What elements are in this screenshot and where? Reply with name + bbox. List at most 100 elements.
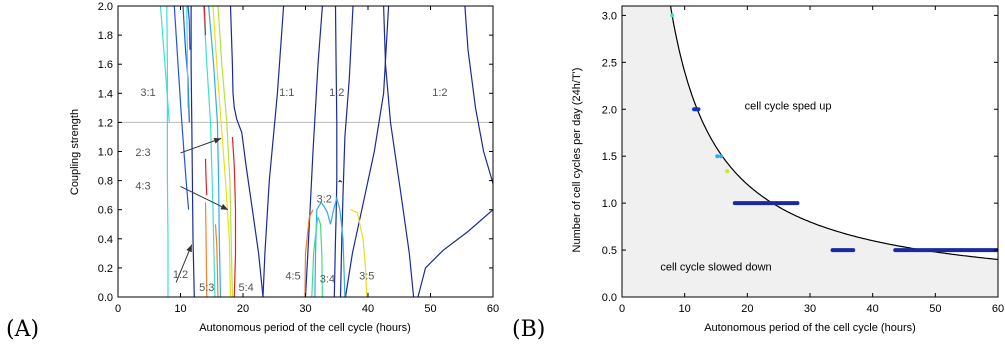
y-tick-label: 1.8: [98, 30, 113, 42]
locking-point: [725, 169, 730, 174]
ratio-labels: 3:1 1:1 1:2 1:2 2:3 4:3 3:2 1:2 5:3 5:4 4:5 3:4 3:5: [135, 87, 447, 294]
series-line-blue: [187, 6, 191, 50]
series-line-red: [204, 158, 208, 196]
series-line-skyblue: [208, 6, 222, 297]
axis-ticks-b: 0 10 20 30 40 50 60 0.0 0.5 1.0 1.5 2.0 2.5 3.0: [602, 6, 1004, 315]
y-axis-label-a: Coupling strength: [69, 109, 81, 195]
x-axis-label-a: Autonomous period of the cell cycle (hou…: [199, 322, 411, 334]
y-tick-label: 1.0: [98, 147, 113, 159]
series-line-navy: [304, 6, 323, 297]
panel-a: 3:1 1:1 1:2 1:22:34:33:21:25:3 5:44:5 3:4 3:5 …: [6, 1, 499, 342]
reciprocal-curve: [669, 6, 998, 260]
series-line-cyan: [159, 6, 170, 123]
y-tick-label: 3.0: [602, 10, 617, 22]
y-tick-label: 0.6: [98, 205, 113, 217]
x-tick-label: 50: [929, 303, 941, 315]
annotation-arrow: [180, 185, 229, 211]
x-tick-label: 20: [741, 303, 753, 315]
y-tick-label: 0.0: [602, 292, 617, 304]
x-axis-label-b: Autonomous period of the cell cycle (hou…: [704, 322, 916, 334]
series-line-navy: [229, 6, 264, 297]
annotation-arrow: [180, 137, 222, 154]
series-line-orange: [304, 209, 314, 297]
series-line-yellow: [212, 6, 232, 297]
series-line-navy: [464, 6, 493, 184]
y-tick-label: 0.4: [98, 234, 113, 246]
region-labels-b: cell cycle sped up cell cycle slowed down: [660, 100, 831, 273]
tongue-boundaries: [159, 6, 493, 297]
series-line-blue: [182, 6, 190, 123]
ratio-label: 1:1: [279, 87, 294, 99]
y-tick-label: 1.5: [602, 151, 617, 163]
y-tick-label: 2.5: [602, 57, 617, 69]
arrow-head: [213, 137, 222, 144]
locking-point: [715, 154, 720, 159]
x-tick-label: 20: [237, 303, 249, 315]
x-tick-label: 30: [804, 303, 816, 315]
x-tick-label: 30: [299, 303, 311, 315]
panel-b: cell cycle sped up cell cycle slowed down…: [512, 5, 1004, 342]
series-line-green: [311, 216, 323, 297]
ratio-label: 4:5: [285, 271, 300, 283]
sped-up-region: [622, 6, 998, 260]
arrow-head: [186, 244, 192, 253]
series-line-red: [203, 6, 207, 36]
ratio-label: 1:2: [173, 269, 188, 281]
arrow-head: [220, 203, 228, 210]
axis-ticks-a: 0 10 20 30 40 50 60 0.0 0.2 0.4 0.6 0.8 1.0 1.2 1.4 1.6…: [98, 1, 499, 315]
ratio-label: 3:1: [140, 87, 155, 99]
series-line-blue: [173, 6, 190, 210]
y-tick-label: 2.0: [98, 1, 113, 13]
ratio-label: 3:5: [359, 271, 374, 283]
panel-label-a: (A): [6, 317, 39, 342]
y-tick-label: 2.0: [602, 104, 617, 116]
locking-point: [670, 13, 675, 18]
x-tick-label: 40: [362, 303, 374, 315]
panel-label-b: (B): [512, 317, 545, 342]
y-axis-label-b: Number of cell cycles per day (24h/T'): [571, 68, 583, 253]
series-line-navy: [339, 6, 354, 297]
series-line-navy: [344, 6, 390, 297]
series-line-orange: [214, 224, 219, 297]
ratio-label: 1:2: [432, 87, 447, 99]
series-line-navy: [262, 6, 285, 297]
y-tick-label: 1.0: [602, 198, 617, 210]
series-line-navy: [383, 6, 415, 297]
x-tick-label: 0: [619, 303, 625, 315]
x-tick-label: 10: [174, 303, 186, 315]
series-line-red: [231, 136, 237, 297]
locking-points: [670, 13, 998, 253]
y-tick-label: 0.5: [602, 245, 617, 257]
ratio-label: 5:3: [199, 282, 214, 294]
y-tick-label: 0.8: [98, 176, 113, 188]
y-tick-label: 1.4: [98, 88, 113, 100]
ratio-label: 3:4: [320, 273, 335, 285]
y-tick-label: 0.0: [98, 292, 113, 304]
annotation-arrows: [175, 137, 229, 283]
x-tick-label: 60: [992, 303, 1004, 315]
y-tick-label: 0.2: [98, 263, 113, 275]
series-line-cyan: [186, 6, 189, 108]
series-line-orange: [204, 202, 208, 297]
ratio-label: 2:3: [135, 147, 150, 159]
series-line-navy: [333, 6, 338, 297]
x-tick-label: 60: [487, 303, 499, 315]
series-line-navy: [417, 209, 493, 297]
x-tick-label: 50: [424, 303, 436, 315]
series-line-cyan: [203, 6, 216, 297]
series-line-lime: [217, 6, 233, 297]
y-tick-label: 1.6: [98, 59, 113, 71]
region-label: cell cycle slowed down: [660, 262, 771, 274]
ratio-label: 4:3: [135, 180, 150, 192]
x-tick-label: 40: [867, 303, 879, 315]
locking-point: [719, 154, 724, 159]
series-line-navy: [338, 179, 343, 183]
series-line-skyblue: [314, 195, 346, 297]
series-line-navy: [190, 6, 195, 297]
series-line-yellow: [350, 209, 368, 297]
series-line-cyan: [166, 6, 169, 297]
ratio-label: 3:2: [317, 193, 332, 205]
x-tick-label: 10: [679, 303, 691, 315]
y-tick-label: 1.2: [98, 117, 113, 129]
